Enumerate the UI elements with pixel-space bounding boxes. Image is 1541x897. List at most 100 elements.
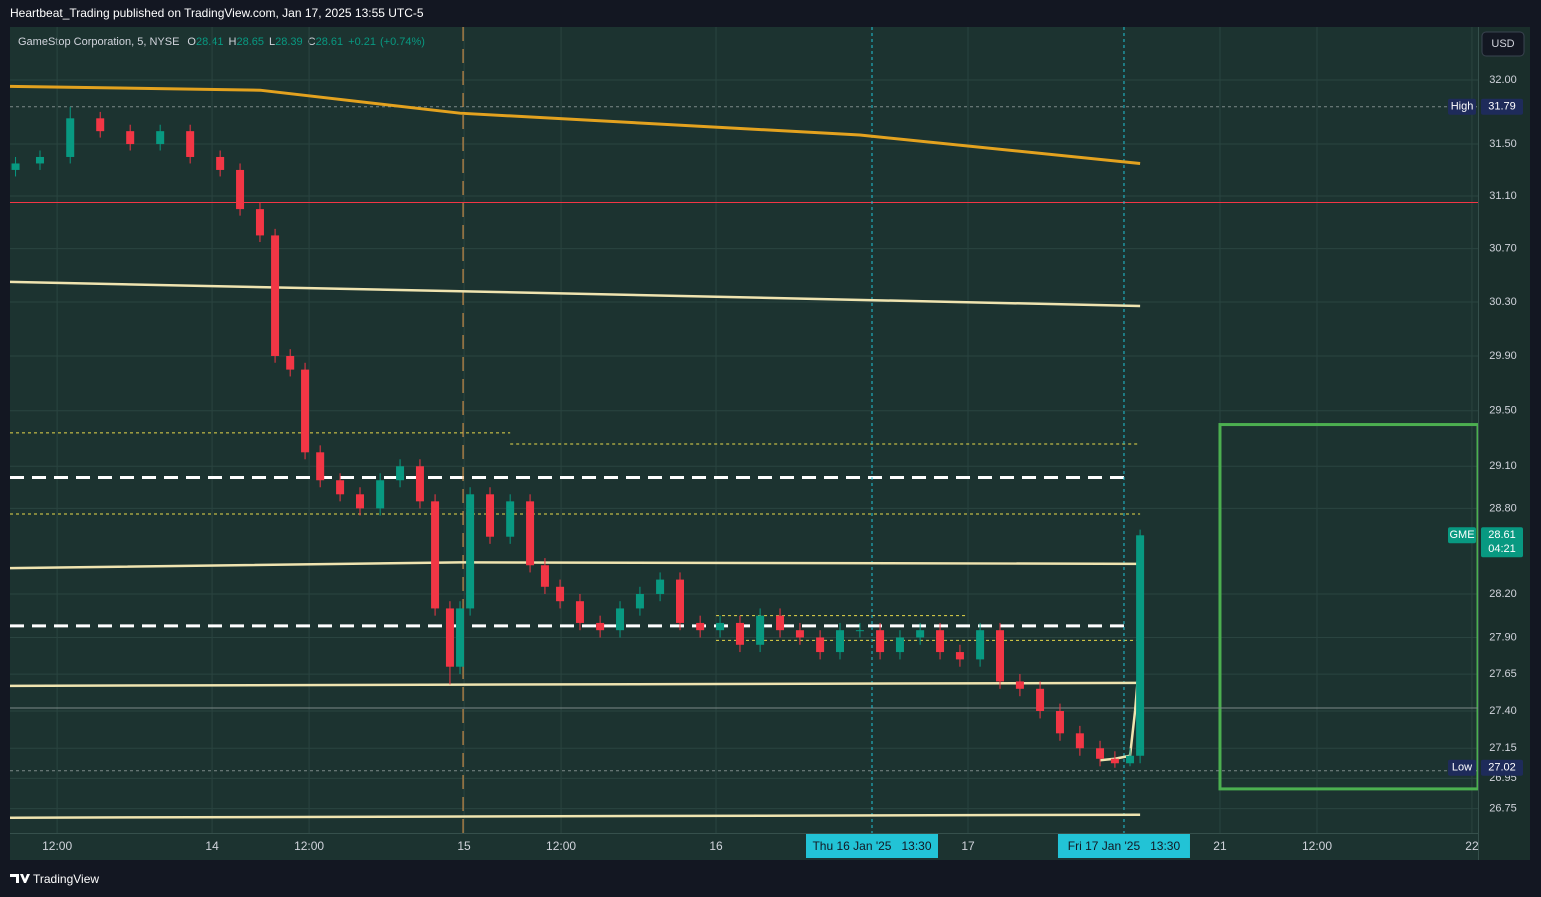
legend-ohlc-label: H	[229, 36, 237, 48]
candle-body	[466, 494, 475, 609]
candle-body	[96, 118, 105, 132]
y-tick-label: 27.40	[1489, 705, 1517, 717]
candle-body	[396, 466, 405, 481]
candle-body	[11, 163, 20, 170]
candle-body	[156, 131, 165, 145]
legend-ohlc-label: O	[187, 36, 196, 48]
candle-body	[575, 601, 584, 623]
y-tick-label: 30.30	[1489, 296, 1517, 308]
y-tick-label: 29.90	[1489, 350, 1517, 362]
legend-symbol: GameStop Corporation, 5, NYSE	[18, 36, 179, 48]
x-tick-label: 12:00	[1302, 839, 1332, 853]
header: Heartbeat_Trading published on TradingVi…	[10, 6, 424, 20]
y-tick-label: 28.20	[1489, 588, 1517, 600]
candle-body	[271, 235, 280, 356]
x-tick-label: 12:00	[42, 839, 72, 853]
price-marker-box	[1481, 98, 1523, 115]
y-tick-label: 29.50	[1489, 405, 1517, 417]
candle-body	[445, 608, 454, 667]
currency-button[interactable]	[1481, 31, 1525, 57]
candle-body	[916, 630, 925, 638]
legend-change-percent: (+0.74%)	[380, 36, 425, 48]
candle-body	[66, 118, 75, 157]
candle-body	[855, 630, 864, 632]
candle-body	[976, 630, 985, 660]
y-tick-label: 27.65	[1489, 668, 1517, 680]
candle-body	[35, 156, 44, 164]
price-marker-box	[1481, 527, 1523, 558]
plot-area	[10, 27, 1478, 833]
footer: TradingView	[33, 872, 99, 886]
crosshair-label-box	[806, 834, 939, 858]
y-tick-label: 28.80	[1489, 502, 1517, 514]
candle-body	[895, 637, 904, 653]
currency[interactable]: USD	[1491, 38, 1514, 50]
x-tick-label: 12:00	[546, 839, 576, 853]
candle-body	[876, 630, 885, 653]
price-marker-value: 27.02	[1488, 762, 1516, 774]
legend: GameStop Corporation, 5, NYSE O28.41 H28.6…	[18, 36, 425, 48]
candle-body	[1110, 758, 1119, 764]
target-box	[1218, 423, 1478, 791]
crosshair-label: Fri 17 Jan '25 13:30	[1068, 839, 1181, 853]
y-tick-label: 30.70	[1489, 243, 1517, 255]
candle-body	[756, 615, 765, 645]
price-marker-value: 31.79	[1488, 101, 1516, 113]
candle-body	[486, 494, 495, 537]
moving-average	[10, 681, 1141, 688]
candle-body	[776, 615, 785, 631]
candle-body	[635, 593, 644, 609]
price-marker-countdown: 04:21	[1488, 543, 1516, 555]
candle-body	[955, 652, 964, 660]
x-tick-label: 12:00	[294, 839, 324, 853]
candle-body	[795, 630, 804, 638]
price-marker-tag-label: Low	[1452, 762, 1472, 774]
price-marker-tag	[1448, 527, 1476, 544]
candle-body	[816, 637, 825, 653]
x-tick-label: 15	[457, 839, 471, 853]
candle-body	[1015, 681, 1024, 689]
candle-body	[376, 480, 385, 509]
x-tick-label: 16	[709, 839, 723, 853]
candle-body	[616, 608, 625, 631]
legend-change: +0.21	[348, 36, 376, 48]
price-marker-tag	[1448, 759, 1476, 776]
legend-ohlc-value: 28.65	[236, 36, 264, 48]
price-marker-tag-label: GME	[1449, 529, 1474, 541]
candle-body	[526, 501, 535, 566]
candle-body	[415, 466, 424, 502]
legend-ohlc-value: 28.61	[316, 36, 344, 48]
price-marker-value: 28.61	[1488, 529, 1516, 541]
y-tick-label: 32.00	[1489, 74, 1517, 86]
price-marker-box	[1481, 759, 1523, 776]
candle-body	[656, 579, 665, 594]
candle-body	[186, 131, 195, 157]
candle-body	[1096, 748, 1105, 759]
moving-average	[10, 280, 1141, 308]
candle-body	[996, 630, 1005, 682]
y-tick-label: 27.90	[1489, 631, 1517, 643]
moving-average	[10, 813, 1141, 819]
candle-body	[735, 622, 744, 645]
candle-body	[255, 209, 264, 236]
candle-body	[316, 452, 325, 481]
candle-body	[1036, 688, 1045, 711]
moving-average	[10, 561, 1141, 570]
candle-body	[596, 622, 605, 631]
candle-body	[216, 156, 225, 170]
x-tick-label: 21	[1213, 839, 1227, 853]
y-tick-label: 26.75	[1489, 803, 1517, 815]
candle-body	[556, 586, 565, 602]
candle-body	[1126, 755, 1135, 764]
candle-body	[236, 169, 245, 210]
candle-body	[456, 608, 465, 667]
x-tick-label: 14	[205, 839, 219, 853]
price-marker-tag-label: High	[1451, 101, 1474, 113]
candle-body	[696, 622, 705, 631]
candle-body	[126, 131, 135, 145]
candle-body	[301, 369, 310, 453]
y-tick-label: 31.10	[1489, 190, 1517, 202]
candle-body	[1075, 733, 1084, 749]
